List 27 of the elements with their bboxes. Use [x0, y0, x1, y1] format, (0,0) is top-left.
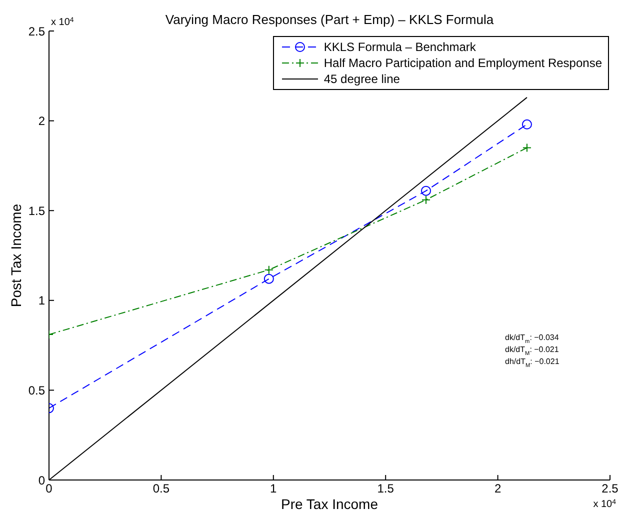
point — [264, 265, 274, 274]
annotation: dk/dT$_{m}$: −0.034 — [505, 333, 560, 345]
x-tick-label: 2.5 — [602, 482, 619, 496]
chart-title: Varying Macro Responses (Part + Emp) – KKLS Formula — [165, 12, 494, 27]
legend-label: 45 degree line — [324, 72, 400, 86]
annotation: dk/dT$_{M}$: −0.021 — [505, 345, 560, 357]
y-axis-title: Post Tax Income — [8, 204, 24, 308]
text: x 10$^{4}$ — [51, 16, 74, 28]
text: x 10$^{4}$ — [593, 498, 616, 510]
x-tick-label: 1.5 — [377, 482, 394, 496]
point — [264, 274, 274, 284]
y-tick-label: 1.5 — [28, 204, 46, 218]
y-tick-label: 2 — [38, 114, 46, 128]
legend-label: Half Macro Participation and Employment Response — [324, 56, 602, 70]
x-tick-label: 2 — [494, 482, 502, 496]
x-axis-title: Pre Tax Income — [280, 496, 378, 512]
point — [421, 195, 430, 204]
point — [420, 186, 431, 196]
legend-label: KKLS Formula – Benchmark — [324, 40, 476, 54]
y-tick-label: 0.5 — [28, 383, 46, 398]
x-tick-label: 0.5 — [152, 482, 170, 496]
y-tick-label: 1 — [38, 294, 46, 308]
point — [522, 143, 532, 152]
annotation: dh/dT$_{M}$: −0.021 — [505, 357, 560, 369]
point — [522, 119, 532, 130]
y-tick-label: 2.5 — [28, 24, 46, 38]
x-tick-label: 1 — [270, 482, 278, 496]
